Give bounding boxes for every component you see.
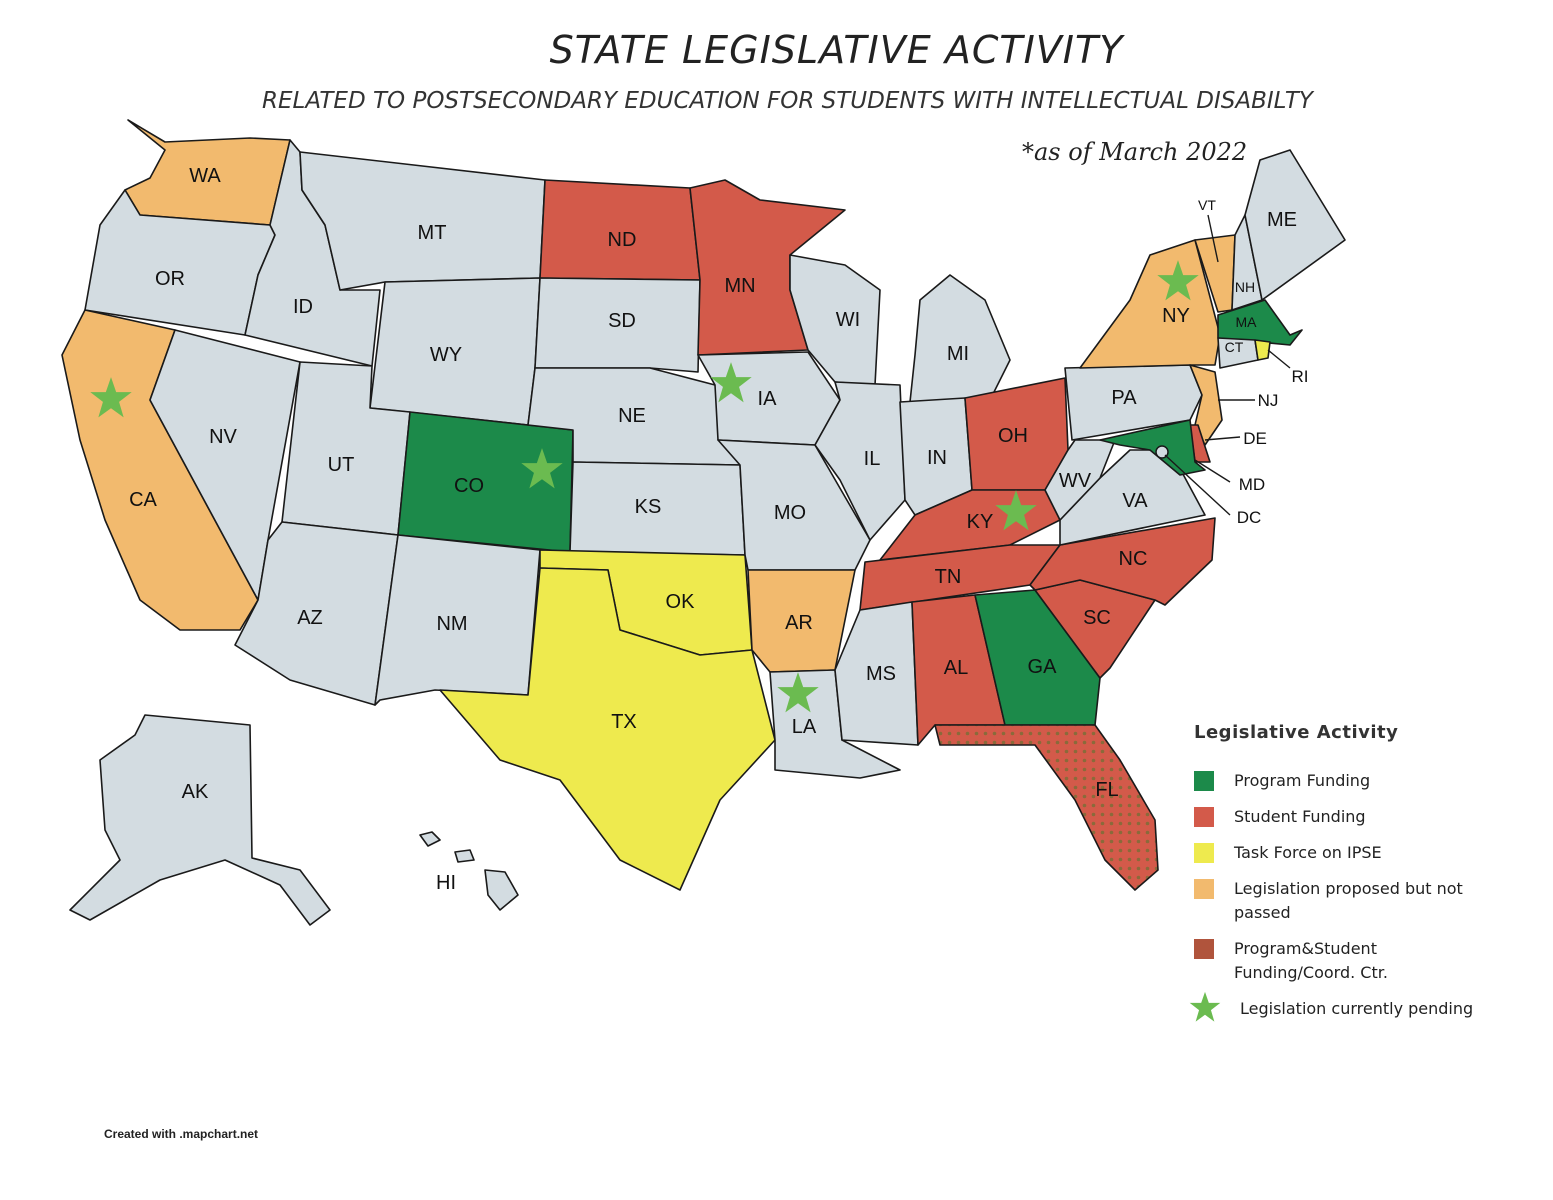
legend-swatch — [1194, 843, 1214, 863]
state-me[interactable] — [1244, 149, 1346, 301]
legend-label: Task Force on IPSE — [1234, 843, 1382, 862]
label-tn: TN — [935, 566, 962, 588]
legend-label: Student Funding — [1234, 807, 1366, 826]
label-ne: NE — [618, 405, 646, 427]
label-ak: AK — [182, 781, 209, 803]
state-hi[interactable] — [419, 831, 519, 911]
label-mi: MI — [947, 343, 969, 365]
map-title: STATE LEGISLATIVE ACTIVITY — [549, 28, 1124, 72]
label-vt: VT — [1198, 197, 1216, 213]
label-nh: NH — [1235, 279, 1255, 295]
legend-item-student-funding: Student Funding — [1194, 805, 1524, 829]
state-mt[interactable] — [299, 151, 546, 291]
label-sc: SC — [1083, 607, 1111, 629]
label-ks: KS — [635, 496, 662, 518]
legend-item-pending: Legislation currently pending — [1189, 991, 1524, 1022]
label-mn: MN — [724, 275, 755, 297]
label-ct: CT — [1225, 339, 1244, 355]
label-va: VA — [1122, 490, 1148, 512]
label-nc: NC — [1119, 548, 1148, 570]
legend-label: Program&Student Funding/Coord. Ctr. — [1234, 939, 1388, 982]
legend-swatch — [1194, 939, 1214, 959]
label-in: IN — [927, 447, 947, 469]
label-ny: NY — [1162, 305, 1190, 327]
legend-label: Program Funding — [1234, 771, 1371, 790]
leader-lines — [1164, 214, 1291, 516]
label-id: ID — [293, 296, 313, 318]
label-ri: RI — [1292, 367, 1309, 386]
label-ar: AR — [785, 612, 813, 634]
label-de: DE — [1243, 429, 1267, 448]
label-ut: UT — [328, 454, 355, 476]
state-tx[interactable] — [439, 567, 776, 891]
legend-item-task-force: Task Force on IPSE — [1194, 841, 1524, 865]
state-ri[interactable] — [1254, 339, 1271, 361]
label-wi: WI — [836, 309, 860, 331]
legend-label: Legislation currently pending — [1240, 999, 1474, 1018]
legend-swatch — [1194, 807, 1214, 827]
map-subtitle: RELATED TO POSTSECONDARY EDUCATION FOR S… — [262, 88, 1313, 114]
label-ca: CA — [129, 489, 157, 511]
star-icon — [1189, 991, 1221, 1022]
label-tx: TX — [611, 711, 637, 733]
label-sd: SD — [608, 310, 636, 332]
label-me: ME — [1267, 209, 1297, 231]
label-ky: KY — [967, 511, 994, 533]
label-ok: OK — [666, 591, 696, 613]
label-la: LA — [792, 716, 817, 738]
legend-swatch — [1194, 879, 1214, 899]
state-md[interactable] — [1099, 419, 1206, 476]
state-ms[interactable] — [834, 601, 919, 746]
state-mi[interactable] — [909, 274, 1011, 403]
legend-item-proposed: Legislation proposed but not passed — [1194, 877, 1494, 925]
state-ak[interactable] — [69, 714, 331, 926]
label-or: OR — [155, 268, 185, 290]
state-ga[interactable] — [974, 589, 1101, 726]
label-co: CO — [454, 475, 484, 497]
label-wy: WY — [430, 344, 462, 366]
label-wv: WV — [1059, 470, 1092, 492]
legend-label: Legislation proposed but not passed — [1234, 879, 1463, 922]
label-il: IL — [864, 448, 881, 470]
state-ny[interactable] — [1079, 239, 1221, 369]
state-sd[interactable] — [534, 277, 701, 373]
label-wa: WA — [189, 165, 221, 187]
label-mo: MO — [774, 502, 806, 524]
label-nd: ND — [608, 229, 637, 251]
label-mt: MT — [418, 222, 447, 244]
label-ga: GA — [1028, 656, 1058, 678]
label-ms: MS — [866, 663, 896, 685]
label-pa: PA — [1111, 387, 1137, 409]
label-oh: OH — [998, 425, 1028, 447]
label-ma: MA — [1236, 314, 1258, 330]
label-al: AL — [944, 657, 968, 679]
label-nm: NM — [436, 613, 467, 635]
label-fl: FL — [1095, 779, 1118, 801]
legend-title: Legislative Activity — [1194, 722, 1399, 743]
legend: Legislative Activity Program Funding Stu… — [1189, 722, 1524, 1033]
label-md: MD — [1239, 475, 1265, 494]
label-nv: NV — [209, 426, 237, 448]
as-of-date: *as of March 2022 — [1022, 138, 1248, 166]
legend-item-program-student: Program&Student Funding/Coord. Ctr. — [1194, 937, 1434, 985]
label-nj: NJ — [1258, 391, 1279, 410]
label-az: AZ — [297, 607, 323, 629]
legend-item-program-funding: Program Funding — [1194, 769, 1524, 793]
state-nc[interactable] — [1029, 517, 1216, 606]
legend-swatch — [1194, 771, 1214, 791]
label-dc: DC — [1237, 508, 1262, 527]
mapchart-credit: Created with .mapchart.net — [104, 1127, 259, 1141]
label-ia: IA — [758, 388, 778, 410]
label-hi: HI — [436, 872, 456, 894]
state-fl[interactable] — [934, 724, 1159, 891]
